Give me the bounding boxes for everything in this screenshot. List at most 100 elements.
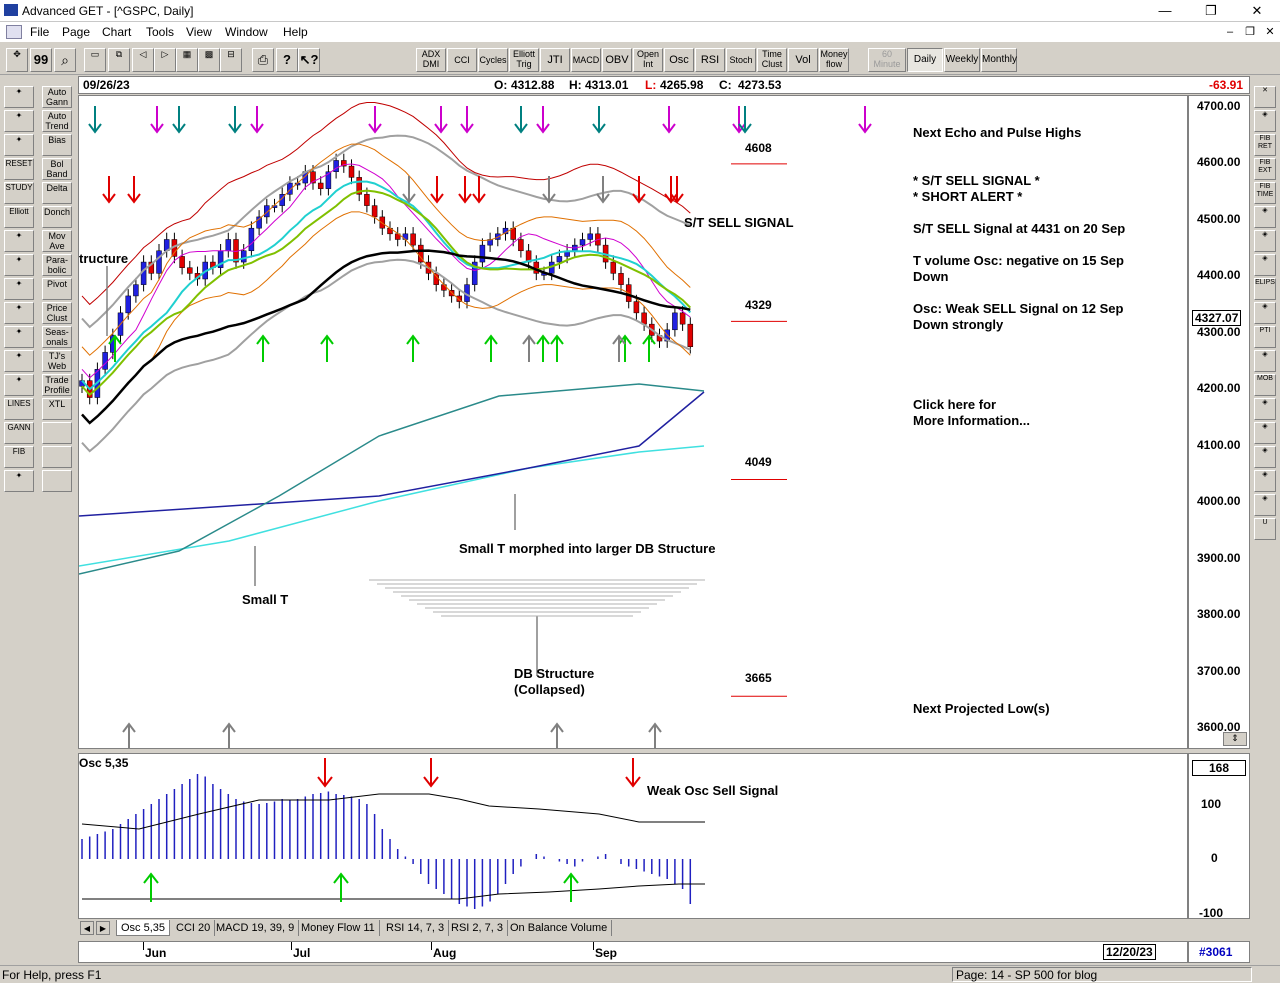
drawing-tool-button[interactable]: ✦	[4, 86, 34, 108]
menu-file[interactable]: File	[30, 25, 50, 39]
drawing-tool-button[interactable]: LINES	[4, 398, 34, 420]
menu-chart[interactable]: Chart	[102, 25, 132, 39]
minimize-button[interactable]: —	[1158, 3, 1172, 18]
menu-tools[interactable]: Tools	[146, 25, 175, 39]
layout-icon[interactable]: ▦	[176, 48, 198, 72]
tab-money-flow[interactable]: Money Flow 11	[297, 920, 380, 936]
study-tool-button[interactable]: Price Clust	[42, 302, 72, 324]
right-tool-button[interactable]: PTI	[1254, 326, 1276, 348]
menu-view[interactable]: View	[186, 25, 212, 39]
right-tool-button[interactable]: U	[1254, 518, 1276, 540]
right-tool-button[interactable]: ✕	[1254, 86, 1276, 108]
right-tool-button[interactable]: ◈	[1254, 206, 1276, 228]
drawing-tool-button[interactable]: ✦	[4, 278, 34, 300]
oscillator-svg[interactable]	[79, 754, 1187, 918]
close-button[interactable]: ✕	[1251, 3, 1263, 18]
date-axis[interactable]: Jun Jul Aug Sep 12/20/23	[78, 941, 1188, 963]
study-tool-button[interactable]	[42, 422, 72, 444]
right-tool-button[interactable]: FIB TIME	[1254, 182, 1276, 204]
study-vol-button[interactable]: Vol	[788, 48, 818, 72]
tab-macd[interactable]: MACD 19, 39, 9	[212, 920, 300, 936]
drawing-tool-button[interactable]: ✦	[4, 110, 34, 132]
study-elliott-trig-button[interactable]: Elliott Trig	[509, 48, 539, 72]
study-tool-button[interactable]: Delta	[42, 182, 72, 204]
help-icon[interactable]: ?	[276, 48, 298, 72]
drawing-tool-button[interactable]: GANN	[4, 422, 34, 444]
study-tool-button[interactable]: Pivot	[42, 278, 72, 300]
grid-icon[interactable]: ▩	[198, 48, 220, 72]
drawing-tool-button[interactable]: ✦	[4, 302, 34, 324]
tab-prev-button[interactable]: ▶	[96, 921, 110, 935]
right-tool-button[interactable]: ◈	[1254, 110, 1276, 132]
study-open-int-button[interactable]: Open Int	[633, 48, 663, 72]
right-tool-button[interactable]: ◈	[1254, 230, 1276, 252]
tab-osc[interactable]: Osc 5,35	[116, 920, 171, 936]
drawing-tool-button[interactable]: ✦	[4, 134, 34, 156]
right-tool-button[interactable]: MOB	[1254, 374, 1276, 396]
study-osc-button[interactable]: Osc	[664, 48, 694, 72]
right-tool-button[interactable]: ◈	[1254, 446, 1276, 468]
menu-window[interactable]: Window	[225, 25, 268, 39]
study-tool-button[interactable]: Para-bolic	[42, 254, 72, 276]
study-tool-button[interactable]	[42, 470, 72, 492]
right-tool-button[interactable]: ◈	[1254, 302, 1276, 324]
study-tool-button[interactable]: TJ's Web	[42, 350, 72, 372]
quote-icon[interactable]: 99	[30, 48, 52, 72]
right-tool-button[interactable]: ◈	[1254, 470, 1276, 492]
mdi-close-button[interactable]: ✕	[1265, 26, 1275, 38]
more-information-link[interactable]: More Information...	[913, 413, 1030, 428]
study-rsi-button[interactable]: RSI	[695, 48, 725, 72]
drawing-tool-button[interactable]: Elliott	[4, 206, 34, 228]
study-tool-button[interactable]: Seas-onals	[42, 326, 72, 348]
study-tool-button[interactable]: XTL	[42, 398, 72, 420]
drawing-tool-button[interactable]: RESET	[4, 158, 34, 180]
split-icon[interactable]: ⊟	[220, 48, 242, 72]
right-tool-button[interactable]: ◈	[1254, 254, 1276, 276]
drawing-tool-button[interactable]: ✦	[4, 254, 34, 276]
period-60-minute-button[interactable]: 60 Minute	[868, 48, 906, 72]
back-icon[interactable]: ◁	[132, 48, 154, 72]
study-obv-button[interactable]: OBV	[602, 48, 632, 72]
study-tool-button[interactable]: Trade Profile	[42, 374, 72, 396]
mdi-restore-button[interactable]: ❐	[1245, 26, 1255, 38]
study-cycles-button[interactable]: Cycles	[478, 48, 508, 72]
menu-help[interactable]: Help	[283, 25, 308, 39]
study-tool-button[interactable]: Auto Trend	[42, 110, 72, 132]
oscillator-axis[interactable]: 168 100 0 -100	[1188, 753, 1250, 920]
right-tool-button[interactable]: FIB RET	[1254, 134, 1276, 156]
tab-rsi-2[interactable]: RSI 2, 7, 3	[447, 920, 508, 936]
restore-button[interactable]: ❐	[1205, 3, 1217, 18]
study-tool-button[interactable]: Bol Band	[42, 158, 72, 180]
drawing-tool-button[interactable]: ✦	[4, 326, 34, 348]
print-icon[interactable]: ⎙	[252, 48, 274, 72]
drawing-tool-button[interactable]: ✦	[4, 350, 34, 372]
context-help-icon[interactable]: ↖?	[298, 48, 320, 72]
copy-icon[interactable]: ⧉	[108, 48, 130, 72]
tab-rsi-14[interactable]: RSI 14, 7, 3	[382, 920, 450, 936]
right-tool-button[interactable]: ◈	[1254, 350, 1276, 372]
study-tool-button[interactable]: Donch	[42, 206, 72, 228]
study-jti-button[interactable]: JTI	[540, 48, 570, 72]
period-daily-button[interactable]: Daily	[907, 48, 943, 72]
price-axis[interactable]: 4700.00 4600.00 4500.00 4400.00 4300.00 …	[1188, 95, 1250, 749]
study-tool-button[interactable]: Mov Ave	[42, 230, 72, 252]
doc-icon[interactable]	[6, 25, 22, 39]
right-tool-button[interactable]: ◈	[1254, 398, 1276, 420]
cursor-tool-icon[interactable]: ✥	[6, 48, 28, 72]
oscillator-panel[interactable]: Osc 5,35 Weak Osc Sell Signal	[78, 753, 1188, 919]
study-money-flow-button[interactable]: Money flow	[819, 48, 849, 72]
right-tool-button[interactable]: ELIPS	[1254, 278, 1276, 300]
axis-scale-icon[interactable]: ⇕	[1223, 732, 1247, 746]
drawing-tool-button[interactable]: STUDY	[4, 182, 34, 204]
study-time-clust-button[interactable]: Time Clust	[757, 48, 787, 72]
right-tool-button[interactable]: ◈	[1254, 422, 1276, 444]
drawing-tool-button[interactable]: ✦	[4, 374, 34, 396]
study-adx-dmi-button[interactable]: ADX DMI	[416, 48, 446, 72]
study-stoch-button[interactable]: Stoch	[726, 48, 756, 72]
study-tool-button[interactable]	[42, 446, 72, 468]
study-tool-button[interactable]: Auto Gann	[42, 86, 72, 108]
study-tool-button[interactable]: Bias	[42, 134, 72, 156]
period-weekly-button[interactable]: Weekly	[944, 48, 980, 72]
study-cci-button[interactable]: CCI	[447, 48, 477, 72]
period-monthly-button[interactable]: Monthly	[981, 48, 1017, 72]
